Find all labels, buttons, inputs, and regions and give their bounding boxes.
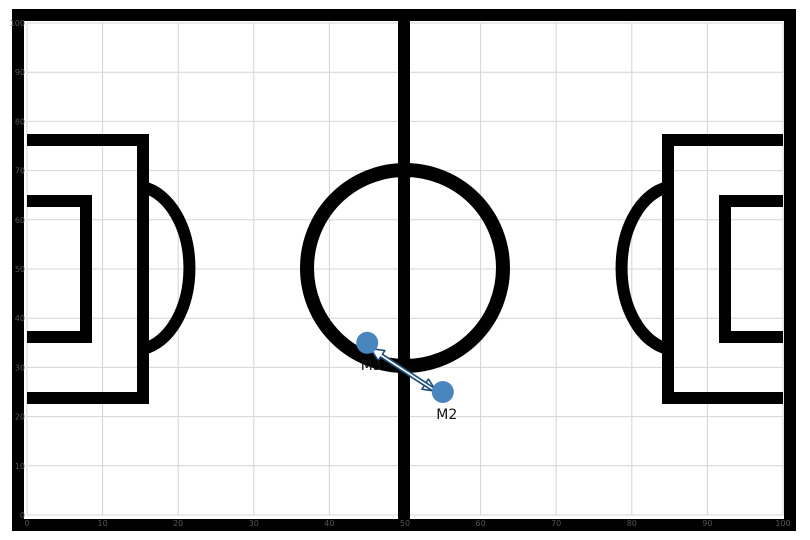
x-tick-label: 60 (476, 519, 486, 528)
left-goal-box (27, 195, 92, 343)
player-marker (356, 331, 379, 354)
y-tick-label: 50 (15, 265, 25, 274)
y-tick-label: 30 (15, 363, 25, 372)
pass-arrow (369, 347, 438, 394)
y-tick-label: 100 (10, 19, 25, 28)
x-tick-label: 0 (24, 519, 29, 528)
x-tick-label: 40 (324, 519, 334, 528)
y-tick-label: 20 (15, 413, 25, 422)
x-tick-label: 30 (249, 519, 259, 528)
y-tick-label: 60 (15, 216, 25, 225)
center-circle (300, 163, 510, 373)
y-tick-label: 10 (15, 462, 25, 471)
y-tick-label: 0 (20, 511, 25, 520)
right-goal-box (719, 195, 783, 343)
player-label: M3 (361, 358, 382, 374)
tick-labels: 0 10 20 30 40 50 60 70 80 90 100 0 10 20 30 40 50 60 70 80 9… (10, 19, 791, 528)
x-tick-label: 80 (627, 519, 637, 528)
left-penalty-box (27, 134, 149, 404)
x-tick-label: 50 (400, 519, 410, 528)
pass-arrows (368, 346, 438, 394)
y-tick-label: 90 (15, 68, 25, 77)
right-penalty-arc (615, 181, 670, 355)
x-tick-label: 10 (98, 519, 108, 528)
y-tick-label: 40 (15, 314, 25, 323)
outer-frame (12, 9, 796, 531)
x-tick-label: 90 (702, 519, 712, 528)
x-tick-label: 70 (551, 519, 561, 528)
players: M3 M2 (356, 331, 457, 423)
x-tick-label: 100 (775, 519, 790, 528)
right-penalty-box (662, 134, 783, 404)
y-tick-label: 80 (15, 117, 25, 126)
player-marker (431, 381, 454, 403)
y-tick-label: 70 (15, 167, 25, 176)
pitch-markings (12, 9, 796, 531)
player-label: M2 (436, 407, 457, 423)
x-tick-label: 20 (173, 519, 183, 528)
left-penalty-arc (141, 181, 196, 355)
